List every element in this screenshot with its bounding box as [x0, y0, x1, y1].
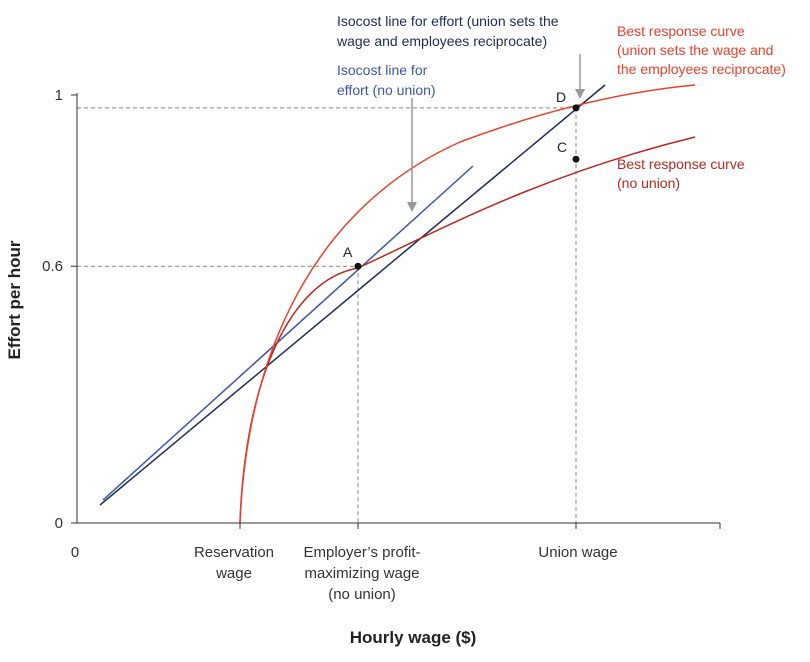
point-a-label: A — [343, 244, 353, 260]
series-line-isocost-no-union — [102, 165, 474, 501]
y-tick-label: 1 — [55, 87, 63, 104]
point-a-marker — [354, 262, 362, 270]
point-c-marker — [572, 155, 580, 163]
x-tick-label: 0 — [71, 544, 79, 561]
x-axis-title: Hourly wage ($) — [350, 628, 477, 647]
point-c-label: C — [557, 139, 567, 155]
series-curve-best-response-no-union — [239, 136, 696, 524]
y-axis-title: Effort per hour — [5, 240, 24, 359]
series-line-isocost-union — [99, 84, 606, 506]
point-markers — [354, 104, 580, 270]
y-tick-label: 0 — [55, 515, 63, 532]
annotation-arrowhead-isocost-union — [575, 89, 585, 99]
legend-label-best-response-union: Best response curve (union sets the wage … — [617, 23, 786, 77]
x-tick-label-employer: Employer’s profit-maximizing wage (no uni… — [304, 544, 421, 603]
y-tick-label: 0.6 — [42, 258, 63, 275]
x-tick-label-union: Union wage — [538, 544, 617, 561]
series-group — [99, 84, 696, 524]
point-d-marker — [572, 104, 580, 112]
x-tick-label-reservation: Reservation wage — [194, 544, 274, 582]
text-labels: 0 0.6 1 0 Reservation wage Employer’s profit-m… — [5, 13, 786, 647]
series-curve-best-response-union — [239, 84, 696, 524]
legend-label-best-response-no-union: Best response curve (no union) — [617, 156, 745, 191]
axes — [71, 93, 721, 529]
guide-lines — [77, 107, 577, 523]
legend-label-isocost-union: Isocost line for effort (union sets the w… — [336, 13, 559, 49]
annotation-arrowhead-isocost-no-union — [407, 202, 417, 212]
point-d-label: D — [556, 89, 566, 105]
legend-label-isocost-no-union: Isocost line for effort (no union) — [337, 62, 436, 98]
